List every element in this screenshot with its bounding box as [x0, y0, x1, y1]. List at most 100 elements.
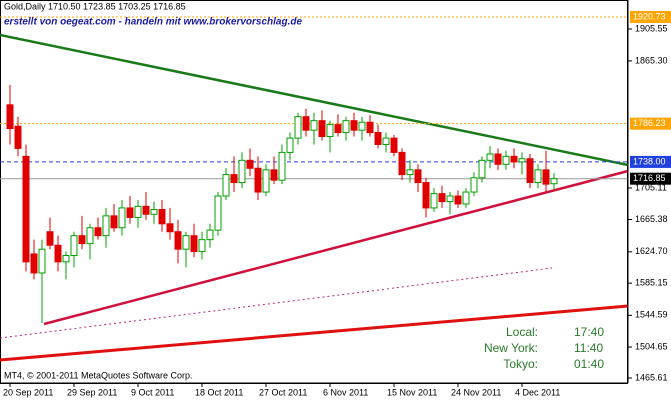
x-tick-label: 15 Nov 2011	[387, 387, 437, 397]
price-level-box	[630, 155, 671, 168]
candle-body	[550, 178, 558, 185]
candle-body	[390, 137, 398, 153]
candle-body	[30, 253, 38, 274]
candle-body	[438, 193, 446, 203]
y-tick-label: 1504.65	[635, 341, 668, 351]
candle-body	[62, 255, 70, 263]
y-tick-label: 1665.38	[635, 214, 668, 224]
x-tick-label: 18 Oct 2011	[195, 387, 243, 397]
candle-body	[398, 151, 406, 176]
trend-line	[0, 33, 629, 167]
price-level-label: 1920.73	[633, 11, 666, 21]
chart-title: Gold,Daily 1710.50 1723.85 1703.25 1716.…	[4, 1, 186, 11]
candle-body	[422, 182, 430, 209]
candle-body	[262, 169, 270, 193]
price-level-label: 1786.23	[633, 118, 666, 128]
candle-body	[110, 215, 118, 229]
candle-body	[70, 235, 78, 257]
x-tick-label: 24 Nov 2011	[451, 387, 501, 397]
candle-body	[238, 159, 246, 184]
clock-label: New York:	[484, 341, 538, 355]
candle-body	[118, 207, 126, 229]
x-tick-label: 27 Oct 2011	[259, 387, 307, 397]
candle-body	[22, 155, 30, 263]
clock-time: 11:40	[574, 341, 603, 355]
candle-body	[326, 124, 334, 138]
y-tick-label: 1465.61	[635, 372, 668, 382]
clock-time: 01:40	[574, 357, 604, 371]
candle-body	[46, 231, 54, 246]
candle-body	[254, 167, 262, 193]
candle-body	[534, 169, 542, 184]
candle-body	[310, 120, 318, 131]
candle-body	[462, 191, 470, 205]
candle-body	[374, 132, 382, 145]
candle-body	[166, 223, 174, 233]
clock-label: Local:	[506, 325, 538, 339]
candles	[6, 84, 558, 323]
candle-body	[94, 227, 102, 237]
price-level-box	[630, 10, 671, 23]
candle-body	[294, 116, 302, 139]
candle-body	[6, 104, 14, 130]
clock-label: Tokyo:	[503, 357, 538, 371]
candle-body	[222, 174, 230, 197]
footer: MT4, © 2001-2011 MetaQuotes Software Cor…	[4, 370, 193, 380]
candle-body	[542, 169, 550, 185]
candle-body	[526, 158, 534, 184]
price-level-box	[630, 117, 671, 130]
candle-body	[150, 209, 158, 215]
y-tick-label: 1705.11	[635, 182, 667, 192]
y-tick-label: 1905.55	[635, 23, 668, 33]
x-tick-label: 20 Sep 2011	[3, 387, 53, 397]
price-level-label: 1738.00	[633, 156, 666, 166]
candle-body	[142, 205, 150, 215]
candle-body	[246, 159, 254, 169]
candle-body	[470, 177, 478, 193]
candle-body	[206, 229, 214, 241]
candle-body	[446, 195, 454, 203]
trend-line	[43, 169, 629, 326]
trend-line	[0, 304, 629, 362]
y-tick-label: 1865.30	[635, 55, 668, 65]
candle-body	[86, 227, 94, 245]
candle-body	[382, 137, 390, 145]
candle-body	[518, 158, 526, 163]
candle-body	[278, 151, 286, 181]
x-tick-label: 9 Oct 2011	[131, 387, 174, 397]
price-level-label: 1716.85	[633, 173, 666, 183]
y-tick-label: 1585.15	[635, 278, 668, 288]
candle-body	[358, 121, 366, 131]
candle-body	[334, 124, 342, 134]
candle-body	[126, 207, 134, 218]
candle-body	[102, 215, 110, 237]
candle-body	[454, 195, 462, 205]
candle-body	[214, 195, 222, 231]
candle-body	[502, 155, 510, 165]
candle-body	[318, 120, 326, 138]
candle-body	[302, 116, 310, 131]
x-tick-label: 29 Sep 2011	[67, 387, 117, 397]
candle-body	[286, 137, 294, 153]
candle-body	[190, 235, 198, 253]
candle-body	[494, 153, 502, 165]
candle-body	[430, 193, 438, 209]
x-tick-label: 4 Dec 2011	[515, 387, 560, 397]
subtitle: erstellt von oegeat.com - handeln mit ww…	[4, 17, 302, 28]
candle-body	[78, 235, 86, 245]
candle-body	[270, 169, 278, 181]
candle-body	[198, 239, 206, 253]
candle-body	[478, 159, 486, 179]
candle-body	[350, 120, 358, 131]
candle-body	[342, 120, 350, 134]
candle-body	[486, 153, 494, 161]
candle-body	[230, 174, 238, 184]
candle-body	[134, 205, 142, 218]
x-tick-label: 6 Nov 2011	[323, 387, 368, 397]
candle-body	[182, 235, 190, 250]
price-level-box	[630, 172, 671, 185]
candle-body	[366, 121, 374, 134]
